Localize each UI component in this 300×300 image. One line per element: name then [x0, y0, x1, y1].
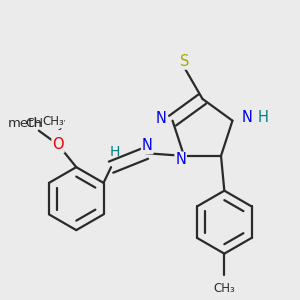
Text: N: N [175, 152, 186, 167]
Text: N: N [155, 110, 167, 125]
Text: H: H [109, 145, 120, 159]
Text: methoxy: methoxy [8, 117, 66, 130]
Text: N: N [142, 138, 153, 153]
Text: O: O [52, 137, 64, 152]
Text: S: S [180, 54, 189, 69]
Text: CH₃: CH₃ [214, 283, 235, 296]
Text: H: H [258, 110, 269, 125]
Text: N: N [242, 110, 253, 125]
Text: CH₃: CH₃ [26, 117, 49, 130]
Text: CH₃: CH₃ [42, 115, 64, 128]
